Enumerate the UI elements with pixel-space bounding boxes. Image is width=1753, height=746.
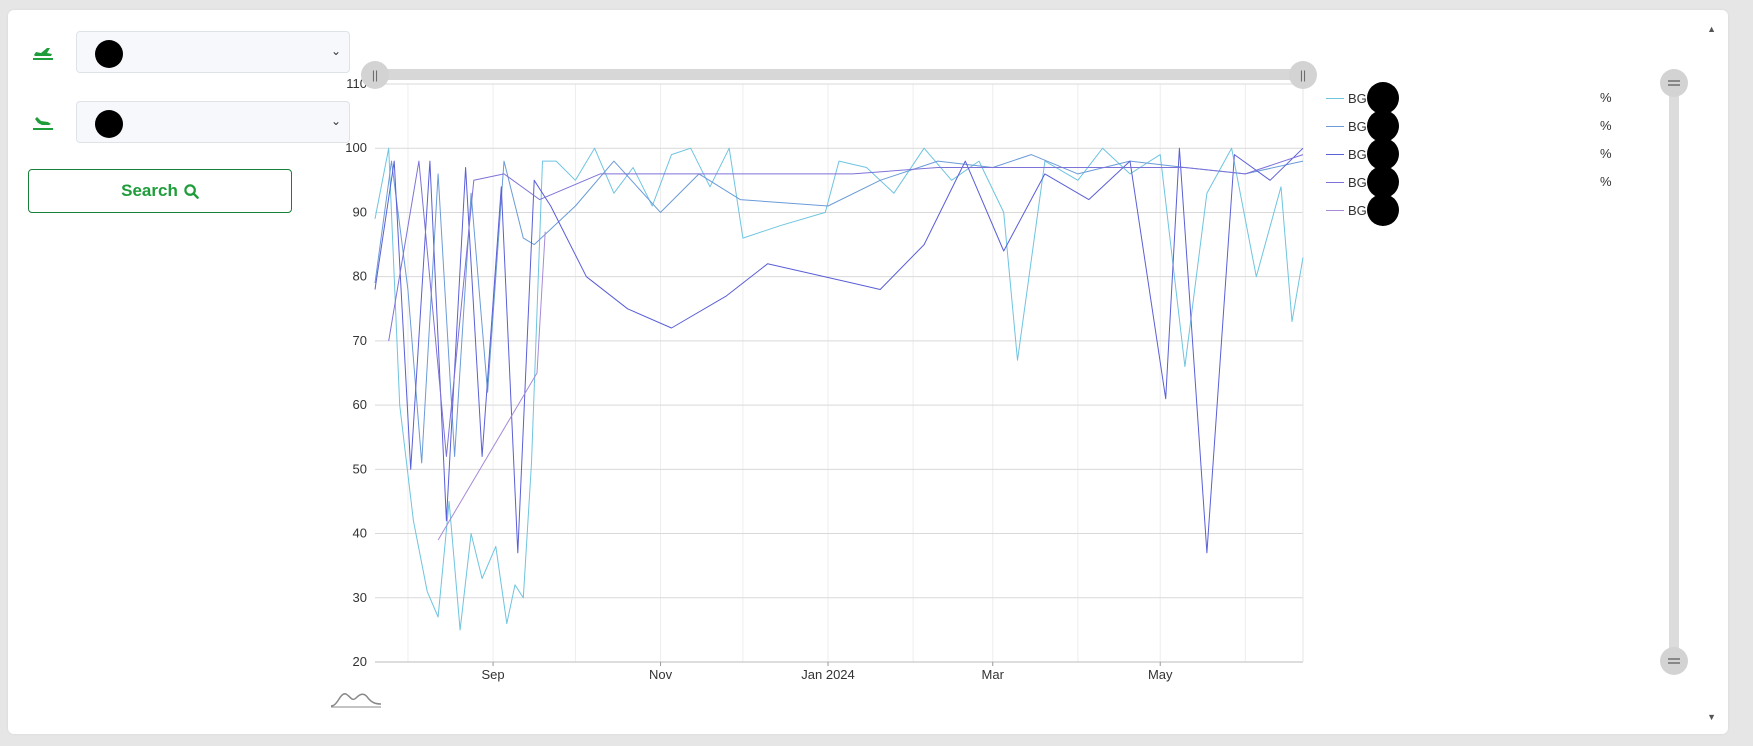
legend-swatch [1326,209,1344,211]
legend-swatch [1326,125,1344,127]
zoom-end-handle[interactable]: || [1289,61,1317,89]
legend-swatch [1326,181,1344,183]
redaction-dot [1366,110,1399,142]
x-tick-label: Jan 2024 [801,667,855,682]
legend-item[interactable]: BG [1326,110,1399,142]
legend-swatch [1326,153,1344,155]
y-tick-label: 100 [345,140,367,155]
scroll-down-icon[interactable]: ▼ [1707,712,1716,722]
zoom-range-bar[interactable] [375,69,1303,80]
y-tick-label: 50 [353,461,367,476]
legend-unit: % [1600,146,1612,161]
x-tick-label: May [1148,667,1173,682]
arrival-row: ⌄ [28,101,350,143]
legend-unit: % [1600,174,1612,189]
legend-label: BG [1348,118,1367,134]
redaction-dot [1366,194,1399,226]
airplane-departure-icon [28,37,58,67]
dashboard-card: ⌄ ⌄ Search 20 30 40 50 60 70 80 90 100 11 [8,10,1728,734]
y-tick-label: 90 [353,204,367,219]
vertical-zoom-bottom-handle[interactable] [1660,647,1688,675]
airplane-arrival-icon [28,107,58,137]
legend-label: BG [1348,90,1367,106]
x-tick-label: Nov [649,667,673,682]
redaction-dot [1366,82,1399,114]
legend-label: BG [1348,202,1367,218]
legend-swatch [1326,97,1344,99]
x-tick-label: Mar [982,667,1005,682]
departure-row: ⌄ [28,31,350,73]
scroll-up-icon[interactable]: ▲ [1707,24,1716,34]
x-tick-label: Sep [481,667,504,682]
legend-item[interactable]: BG [1326,166,1399,198]
series-line-3 [374,147,1304,554]
search-panel: ⌄ ⌄ Search [8,10,350,734]
vertical-zoom-top-handle[interactable] [1660,69,1688,97]
legend-label: BG [1348,174,1367,190]
legend-item[interactable]: BG [1326,138,1399,170]
departure-select[interactable]: ⌄ [76,31,350,73]
y-tick-label: 20 [353,654,367,669]
series-line-2 [374,154,1304,464]
chart-container: 20 30 40 50 60 70 80 90 100 110 Sep Nov Jan 2024 Mar M… [8,10,1728,734]
y-tick-label: 70 [353,333,367,348]
series-line-4 [388,154,1304,457]
vertical-zoom-bar[interactable] [1669,90,1679,662]
arrival-select[interactable]: ⌄ [76,101,350,143]
series-line-1 [374,147,1304,631]
y-tick-label: 60 [353,397,367,412]
redaction-dot [95,110,123,138]
legend-unit: % [1600,118,1612,133]
chart-type-icon[interactable] [330,688,382,708]
search-icon [184,183,199,199]
redaction-dot [1366,138,1399,170]
legend-unit: % [1600,90,1612,105]
series-line-5 [437,231,546,541]
y-tick-label: 40 [353,526,367,541]
zoom-start-handle[interactable]: || [361,61,389,89]
chevron-down-icon: ⌄ [330,44,341,58]
search-button-label: Search [121,181,178,200]
search-button[interactable]: Search [28,169,292,213]
legend-item[interactable]: BG [1326,194,1399,226]
redaction-dot [95,40,123,68]
chevron-down-icon: ⌄ [330,114,341,128]
redaction-dot [1366,166,1399,198]
y-tick-label: 30 [353,590,367,605]
legend-label: BG [1348,146,1367,162]
legend-item[interactable]: BG [1326,82,1399,114]
y-tick-label: 80 [353,269,367,284]
